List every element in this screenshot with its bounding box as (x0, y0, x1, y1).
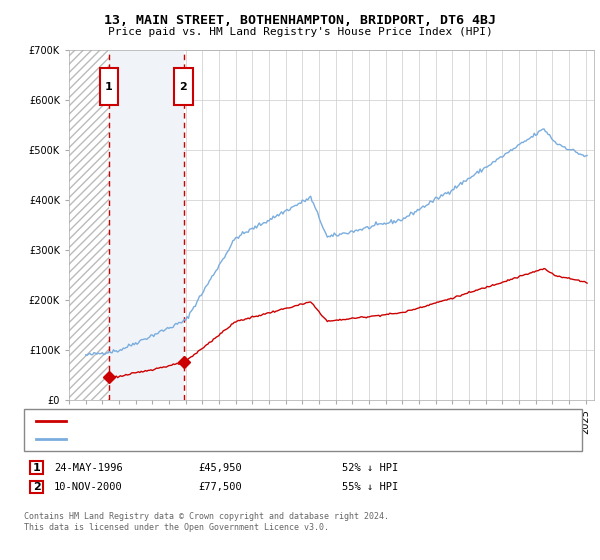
Text: Contains HM Land Registry data © Crown copyright and database right 2024.
This d: Contains HM Land Registry data © Crown c… (24, 512, 389, 532)
Text: 24-MAY-1996: 24-MAY-1996 (54, 463, 123, 473)
Bar (69, 50, 109, 400)
Text: HPI: Average price, detached house, Dorset: HPI: Average price, detached house, Dors… (69, 434, 316, 444)
Text: Price paid vs. HM Land Registry's House Price Index (HPI): Price paid vs. HM Land Registry's House … (107, 27, 493, 37)
Text: 1: 1 (33, 463, 40, 473)
FancyBboxPatch shape (175, 68, 193, 105)
Text: 1: 1 (105, 82, 113, 92)
Text: 13, MAIN STREET, BOTHENHAMPTON, BRIDPORT, DT6 4BJ: 13, MAIN STREET, BOTHENHAMPTON, BRIDPORT… (104, 14, 496, 27)
Text: £77,500: £77,500 (198, 482, 242, 492)
Bar (109, 50, 184, 400)
Text: £45,950: £45,950 (198, 463, 242, 473)
Text: 52% ↓ HPI: 52% ↓ HPI (342, 463, 398, 473)
Text: 2: 2 (179, 82, 187, 92)
Text: 55% ↓ HPI: 55% ↓ HPI (342, 482, 398, 492)
FancyBboxPatch shape (100, 68, 118, 105)
Text: 13, MAIN STREET, BOTHENHAMPTON, BRIDPORT, DT6 4BJ (detached house): 13, MAIN STREET, BOTHENHAMPTON, BRIDPORT… (69, 416, 457, 426)
Text: 2: 2 (33, 482, 40, 492)
Text: 10-NOV-2000: 10-NOV-2000 (54, 482, 123, 492)
